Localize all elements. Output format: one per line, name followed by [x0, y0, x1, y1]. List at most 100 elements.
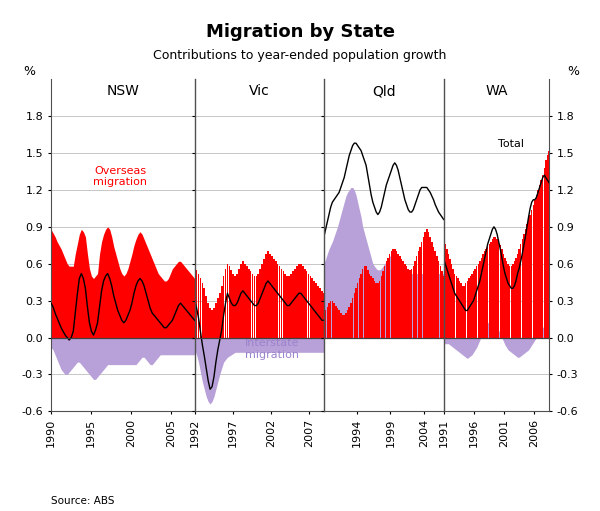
- Bar: [250, 271, 251, 338]
- Bar: [413, 266, 414, 338]
- Bar: [487, 246, 488, 338]
- Bar: [194, 266, 196, 338]
- Bar: [223, 276, 224, 338]
- Bar: [298, 264, 300, 338]
- Bar: [251, 273, 253, 338]
- Bar: [330, 300, 331, 338]
- Bar: [446, 249, 448, 338]
- Bar: [311, 278, 313, 338]
- Bar: [338, 311, 340, 338]
- Bar: [451, 264, 452, 338]
- Bar: [431, 242, 433, 338]
- Bar: [443, 276, 445, 338]
- Bar: [202, 284, 203, 338]
- Bar: [387, 258, 389, 338]
- Bar: [391, 251, 392, 338]
- Bar: [515, 258, 517, 338]
- Bar: [452, 269, 454, 338]
- Bar: [470, 276, 471, 338]
- Bar: [394, 249, 395, 338]
- Bar: [478, 264, 479, 338]
- Bar: [406, 266, 407, 338]
- Bar: [448, 254, 449, 338]
- Bar: [248, 269, 250, 338]
- Bar: [345, 313, 347, 338]
- Text: Overseas
migration: Overseas migration: [93, 166, 147, 187]
- Bar: [528, 219, 529, 338]
- Bar: [209, 308, 211, 338]
- Bar: [445, 244, 446, 338]
- Text: WA: WA: [485, 84, 508, 98]
- Bar: [290, 273, 292, 338]
- Bar: [360, 273, 362, 338]
- Bar: [485, 249, 487, 338]
- Bar: [376, 284, 377, 338]
- Bar: [493, 237, 494, 338]
- Bar: [342, 315, 343, 338]
- Bar: [224, 269, 226, 338]
- Text: %: %: [567, 65, 579, 78]
- Bar: [397, 254, 399, 338]
- Bar: [254, 276, 256, 338]
- Bar: [482, 254, 484, 338]
- Bar: [389, 254, 391, 338]
- Bar: [438, 261, 439, 338]
- Bar: [440, 266, 441, 338]
- Bar: [294, 269, 296, 338]
- Bar: [238, 269, 240, 338]
- Bar: [353, 293, 355, 338]
- Bar: [357, 284, 358, 338]
- Bar: [511, 266, 512, 338]
- Bar: [292, 271, 294, 338]
- Bar: [326, 307, 328, 338]
- Bar: [325, 311, 326, 338]
- Bar: [335, 306, 337, 338]
- Bar: [409, 270, 410, 338]
- Bar: [205, 296, 207, 338]
- Bar: [533, 205, 534, 338]
- Bar: [418, 251, 419, 338]
- Bar: [302, 266, 304, 338]
- Bar: [283, 271, 284, 338]
- Bar: [518, 249, 520, 338]
- Bar: [436, 257, 437, 338]
- Bar: [277, 264, 278, 338]
- Bar: [278, 266, 280, 338]
- Bar: [476, 266, 478, 338]
- Bar: [200, 278, 202, 338]
- Bar: [501, 249, 503, 338]
- Bar: [350, 303, 352, 338]
- Bar: [545, 160, 547, 338]
- Bar: [401, 259, 402, 338]
- Bar: [529, 215, 531, 338]
- Bar: [242, 261, 244, 338]
- Bar: [422, 237, 424, 338]
- Bar: [323, 293, 325, 338]
- Bar: [203, 288, 205, 338]
- Bar: [379, 281, 380, 338]
- Bar: [275, 261, 277, 338]
- Bar: [332, 300, 333, 338]
- Bar: [211, 311, 213, 338]
- Bar: [334, 303, 335, 338]
- Bar: [310, 276, 311, 338]
- Bar: [471, 273, 473, 338]
- Bar: [257, 273, 259, 338]
- Bar: [219, 293, 221, 338]
- Bar: [506, 261, 507, 338]
- Bar: [372, 278, 374, 338]
- Bar: [544, 168, 545, 338]
- Bar: [491, 239, 493, 338]
- Bar: [426, 229, 428, 338]
- Bar: [463, 286, 465, 338]
- Bar: [514, 261, 515, 338]
- Bar: [240, 264, 242, 338]
- Bar: [267, 251, 269, 338]
- Bar: [473, 271, 474, 338]
- Bar: [207, 303, 209, 338]
- Bar: [359, 278, 360, 338]
- Bar: [328, 303, 330, 338]
- Bar: [365, 266, 367, 338]
- Bar: [503, 254, 504, 338]
- Bar: [419, 246, 421, 338]
